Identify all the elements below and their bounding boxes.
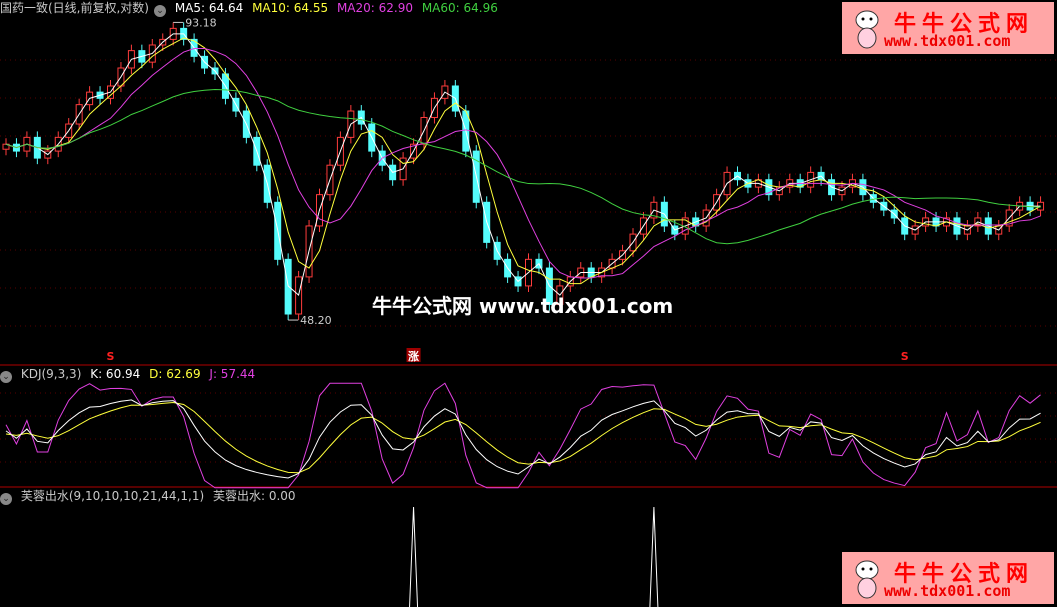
cow-icon xyxy=(855,560,879,599)
ma10-value: MA10: 64.55 xyxy=(252,1,329,15)
ma20-line xyxy=(5,48,1041,279)
cow-icon xyxy=(855,10,879,49)
price-annotation: 93.18 xyxy=(185,16,217,29)
signal-marker: 涨 xyxy=(408,349,419,363)
furong-value: 芙蓉出水: 0.00 xyxy=(212,489,296,503)
kdj-k-value: K: 60.94 xyxy=(90,367,141,381)
logo-name: 牛牛公式网 xyxy=(894,11,1035,37)
kdj-d-value: D: 62.69 xyxy=(149,367,201,381)
watermark-text: 牛牛公式网 www.tdx001.com xyxy=(372,294,674,318)
signal-marker: S xyxy=(901,350,909,363)
candle-body xyxy=(284,258,292,315)
price-annotation: 48.20 xyxy=(300,314,332,327)
ma10-line xyxy=(5,37,1041,285)
ma5-line xyxy=(5,33,1041,297)
chevron-down-icon[interactable]: ⌄ xyxy=(154,5,166,17)
furong-title: 芙蓉出水(9,10,10,10,21,44,1,1) xyxy=(20,489,205,503)
stock-title: 国药一致(日线,前复权,对数) xyxy=(0,1,149,15)
logo-url: www.tdx001.com xyxy=(884,582,1011,600)
kdj-header: ⌄ KDJ(9,3,3) K: 60.94 D: 62.69 J: 57.44 xyxy=(0,366,260,383)
ma20-value: MA20: 62.90 xyxy=(336,1,413,15)
kdj-k-line xyxy=(5,399,1041,479)
kdj-title: KDJ(9,3,3) xyxy=(20,367,82,381)
marker-bg xyxy=(406,348,421,362)
ma60-line xyxy=(5,88,1041,245)
furong-signal-spike xyxy=(409,506,419,607)
furong-header: ⌄ 芙蓉出水(9,10,10,10,21,44,1,1) 芙蓉出水: 0.00 xyxy=(0,488,301,505)
ma5-value: MA5: 64.64 xyxy=(174,1,244,15)
kdj-j-line xyxy=(5,382,1041,489)
logo-bottom: 牛牛公式网 www.tdx001.com xyxy=(842,552,1054,604)
ma60-value: MA60: 64.96 xyxy=(421,1,498,15)
kdj-d-line xyxy=(5,401,1041,474)
furong-signal-spike xyxy=(649,506,659,607)
logo-url: www.tdx001.com xyxy=(884,32,1011,50)
chevron-down-icon[interactable]: ⌄ xyxy=(0,493,12,505)
signal-marker: S xyxy=(107,350,115,363)
main-chart-header: 国药一致(日线,前复权,对数) ⌄ MA5: 64.64 MA10: 64.55 … xyxy=(0,0,503,17)
logo-top: 牛牛公式网 www.tdx001.com xyxy=(842,2,1054,54)
kdj-j-value: J: 57.44 xyxy=(209,367,256,381)
logo-name: 牛牛公式网 xyxy=(894,561,1035,587)
chevron-down-icon[interactable]: ⌄ xyxy=(0,371,12,383)
